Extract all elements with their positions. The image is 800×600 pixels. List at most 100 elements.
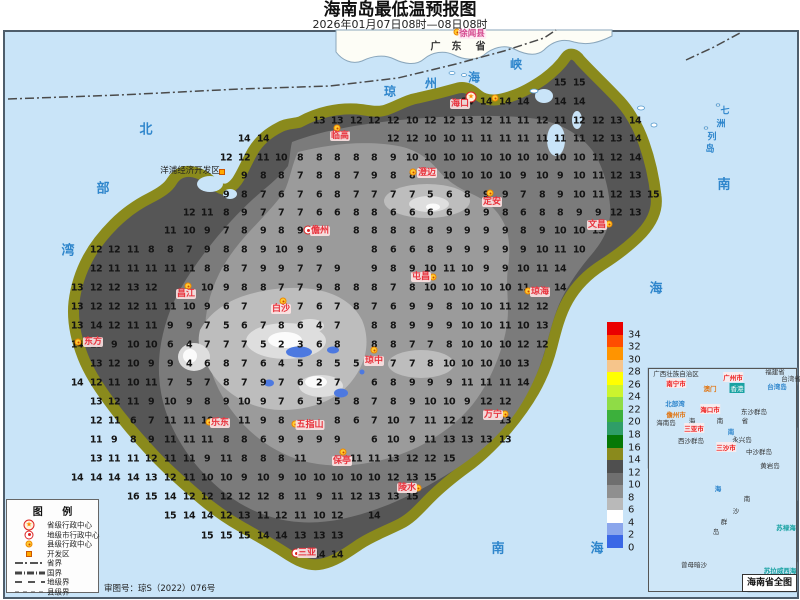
grid-temperature-value: 12 (572, 115, 586, 127)
grid-temperature-value: 8 (538, 207, 546, 219)
grid-temperature-value: 10 (200, 282, 214, 294)
grid-temperature-value: 8 (389, 320, 397, 332)
sea-name-label: 七 (720, 105, 730, 116)
grid-temperature-value: 11 (516, 115, 530, 127)
grid-temperature-value: 13 (386, 453, 400, 465)
grid-temperature-value: 12 (516, 301, 530, 313)
grid-temperature-value: 14 (89, 320, 103, 332)
grid-temperature-value: 9 (240, 472, 248, 484)
grid-temperature-value: 5 (333, 396, 341, 408)
city-label-徐闻县: 徐闻县 (458, 29, 486, 39)
grid-temperature-value: 7 (240, 377, 248, 389)
grid-temperature-value: 8 (277, 453, 285, 465)
grid-temperature-value: 11 (89, 434, 103, 446)
grid-temperature-value: 11 (423, 434, 437, 446)
legend-item: 省界 (7, 558, 98, 568)
grid-temperature-value: 14 (182, 510, 196, 522)
grid-temperature-value: 8 (333, 339, 341, 351)
grid-temperature-value: 12 (367, 115, 381, 127)
grid-temperature-value: 10 (182, 301, 196, 313)
grid-temperature-value: 7 (259, 207, 267, 219)
grid-temperature-value: 7 (166, 377, 174, 389)
city-label-临高: 临高 (329, 131, 351, 141)
grid-temperature-value: 9 (277, 434, 285, 446)
legend-item-label: 省级行政中心 (47, 520, 92, 530)
grid-temperature-value: 13 (516, 358, 530, 370)
grid-temperature-value: 9 (426, 377, 434, 389)
city-label-万宁: 万宁 (482, 410, 504, 420)
inset-label: 三亚市 (684, 423, 704, 433)
grid-temperature-value: 6 (519, 207, 527, 219)
grid-temperature-value: 10 (219, 472, 233, 484)
legend-item-label: 县级行政中心 (47, 539, 92, 549)
land-name-label: 广 (430, 41, 442, 53)
colorbar-tick-label: 2 (628, 529, 635, 541)
grid-temperature-value: 12 (442, 115, 456, 127)
grid-temperature-value: 14 (237, 133, 251, 145)
grid-temperature-value: 9 (259, 377, 267, 389)
grid-temperature-value: 6 (333, 207, 341, 219)
grid-temperature-value: 13 (442, 434, 456, 446)
grid-temperature-value: 10 (312, 472, 326, 484)
dev-marker-icon (219, 169, 225, 175)
grid-temperature-value: 6 (426, 207, 434, 219)
grid-temperature-value: 13 (70, 301, 84, 313)
colorbar-cell (607, 472, 623, 486)
grid-temperature-value: 14 (628, 115, 642, 127)
grid-temperature-value: 13 (126, 282, 140, 294)
grid-temperature-value: 14 (498, 96, 512, 108)
grid-temperature-value: 13 (330, 115, 344, 127)
grid-temperature-value: 7 (147, 415, 155, 427)
grid-temperature-value: 8 (352, 396, 360, 408)
inset-label: 南宁市 (666, 378, 686, 388)
colorbar-tick-label: 14 (628, 454, 641, 466)
grid-temperature-value: 8 (370, 244, 378, 256)
grid-temperature-value: 13 (628, 170, 642, 182)
grid-temperature-value: 11 (126, 396, 140, 408)
grid-temperature-value: 11 (256, 152, 270, 164)
grid-temperature-value: 10 (498, 282, 512, 294)
sea-name-label: 海 (649, 280, 663, 296)
grid-temperature-value: 8 (426, 225, 434, 237)
grid-temperature-value: 12 (423, 453, 437, 465)
grid-temperature-value: 12 (144, 282, 158, 294)
grid-temperature-value: 13 (312, 530, 326, 542)
grid-temperature-value: 10 (553, 152, 567, 164)
grid-temperature-value: 12 (479, 396, 493, 408)
inset-label: 台湾岛 (767, 383, 787, 391)
grid-temperature-value: 6 (389, 301, 397, 313)
county-marker-icon (486, 189, 494, 197)
grid-temperature-value: 11 (163, 434, 177, 446)
grid-temperature-value: 8 (408, 170, 416, 182)
grid-temperature-value: 12 (256, 491, 270, 503)
grid-temperature-value: 8 (333, 152, 341, 164)
grid-temperature-value: 10 (479, 282, 493, 294)
inset-label: 省 (741, 417, 749, 425)
colorbar-cell (607, 422, 623, 436)
grid-temperature-value: 7 (519, 189, 527, 201)
grid-temperature-value: 10 (423, 263, 437, 275)
grid-temperature-value: 12 (609, 152, 623, 164)
land-name-label: 省 (475, 41, 487, 53)
grid-temperature-value: 12 (386, 133, 400, 145)
grid-temperature-value: 16 (126, 491, 140, 503)
county-legend-icon (25, 540, 33, 548)
grid-temperature-value: 11 (256, 510, 270, 522)
grid-temperature-value: 8 (166, 244, 174, 256)
legend-item: 地级市行政中心 (7, 530, 100, 540)
grid-temperature-value: 13 (405, 472, 419, 484)
grid-temperature-value: 11 (591, 152, 605, 164)
grid-temperature-value: 10 (423, 152, 437, 164)
grid-temperature-value: 9 (501, 225, 509, 237)
inset-label: 海 (688, 417, 696, 425)
grid-temperature-value: 11 (516, 282, 530, 294)
grid-temperature-value: 10 (460, 263, 474, 275)
grid-temperature-value: 14 (553, 282, 567, 294)
grid-temperature-value: 10 (498, 170, 512, 182)
grid-temperature-value: 8 (222, 263, 230, 275)
grid-temperature-value: 5 (222, 320, 230, 332)
legend-item: 县级界 (7, 587, 98, 597)
grid-temperature-value: 9 (166, 320, 174, 332)
grid-temperature-value: 12 (163, 472, 177, 484)
grid-temperature-value: 9 (575, 207, 583, 219)
